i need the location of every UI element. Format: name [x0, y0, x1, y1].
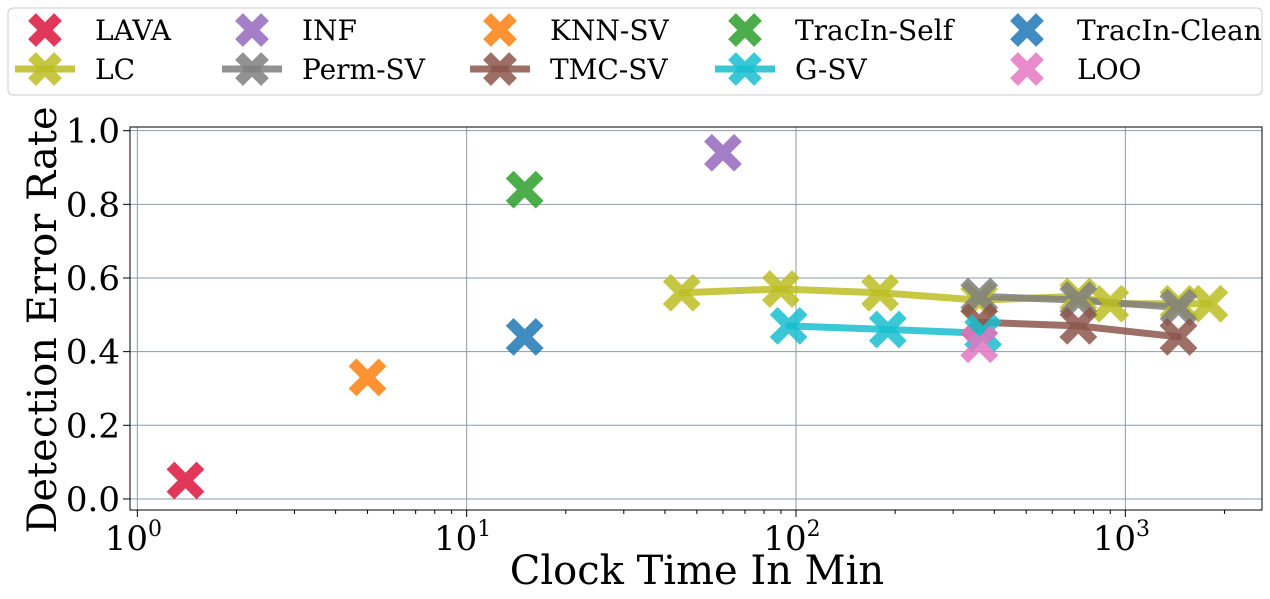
legend-marker-knn-sv [483, 13, 517, 47]
legend-item-loo: LOO [1010, 52, 1142, 86]
legend-item-tmc-sv: TMC-SV [470, 52, 668, 86]
y-axis-label: Detection Error Rate [20, 106, 66, 533]
legend-marker-inf [235, 13, 269, 47]
point-lc-0 [662, 273, 701, 312]
x-tick-exponent-1: 1 [477, 517, 491, 542]
point-lc-5 [1091, 284, 1130, 323]
x-tick-label-3: 103 [1093, 517, 1150, 559]
legend-item-inf: INF [235, 13, 357, 47]
axes-frame [129, 126, 1263, 511]
x-tick-exponent-0: 0 [148, 517, 162, 542]
legend-label-knn-sv: KNN-SV [550, 14, 670, 47]
legend-marker-tmc-sv [483, 52, 517, 86]
legend-label-perm-sv: Perm-SV [302, 53, 426, 86]
x-tick-exponent-2: 2 [807, 517, 821, 542]
legend: LAVA LC INF Perm-SV KNN-SV TMC-SV TracIn-Self G… [7, 7, 1263, 96]
legend-item-perm-sv: Perm-SV [222, 52, 426, 86]
point-tracin-clean-0 [505, 318, 544, 356]
x-tick-label-0: 100 [105, 517, 162, 559]
legend-marker-lc [28, 52, 62, 86]
legend-frame [7, 7, 1263, 96]
legend-label-tracin-clean: TracIn-Clean [1077, 14, 1262, 47]
legend-label-lc: LC [95, 53, 135, 86]
point-g-sv-1 [868, 310, 907, 349]
point-lava-0 [166, 461, 205, 500]
point-knn-sv-0 [348, 358, 387, 397]
legend-label-lava: LAVA [95, 14, 172, 47]
legend-item-g-sv: G-SV [715, 52, 868, 86]
x-tick-exponent-3: 3 [1136, 517, 1150, 542]
y-tick-label-5: 1.0 [66, 112, 120, 152]
point-lc-1 [762, 270, 800, 308]
y-tick-label-4: 0.8 [66, 185, 120, 225]
axes: 100 101 1 0 2 103 0.0 0.2 0.4 0.6 0.8 1.0 [66, 112, 1263, 559]
y-tick-label-0: 0.0 [66, 480, 120, 520]
point-tmc-sv-1 [1059, 306, 1098, 345]
x-tick-label-1: 101 [434, 517, 491, 559]
point-loo-0 [960, 325, 999, 364]
legend-item-knn-sv: KNN-SV [483, 13, 670, 47]
y-tick-label-2: 0.4 [66, 333, 120, 373]
legend-label-inf: INF [302, 14, 357, 47]
y-tick-label-3: 0.6 [66, 259, 120, 299]
legend-marker-perm-sv [235, 52, 269, 86]
legend-item-lc: LC [15, 52, 135, 86]
point-tracin-self-0 [505, 170, 544, 209]
legend-marker-loo [1010, 52, 1044, 86]
plot-area [166, 133, 1229, 500]
legend-label-tracin-self: TracIn-Self [795, 14, 956, 47]
point-inf-0 [704, 133, 742, 172]
y-tick-label-1: 0.2 [66, 406, 120, 446]
legend-label-loo: LOO [1077, 53, 1142, 86]
point-lc-7 [1190, 284, 1229, 323]
legend-label-tmc-sv: TMC-SV [550, 53, 668, 86]
legend-item-lava: LAVA [28, 13, 172, 47]
x-axis-label: Clock Time In Min [510, 548, 884, 594]
grid [130, 127, 1262, 510]
point-g-sv-0 [769, 306, 808, 345]
legend-marker-tracin-self [728, 13, 762, 47]
legend-marker-tracin-clean [1010, 13, 1044, 47]
legend-marker-lava [28, 13, 62, 47]
point-lc-2 [861, 273, 899, 312]
legend-label-g-sv: G-SV [795, 53, 868, 86]
point-tmc-sv-2 [1159, 318, 1198, 356]
legend-marker-g-sv [728, 52, 762, 86]
point-perm-sv-2 [1159, 288, 1198, 327]
legend-item-tracin-self: TracIn-Self [728, 13, 956, 47]
legend-item-tracin-clean: TracIn-Clean [1010, 13, 1262, 47]
